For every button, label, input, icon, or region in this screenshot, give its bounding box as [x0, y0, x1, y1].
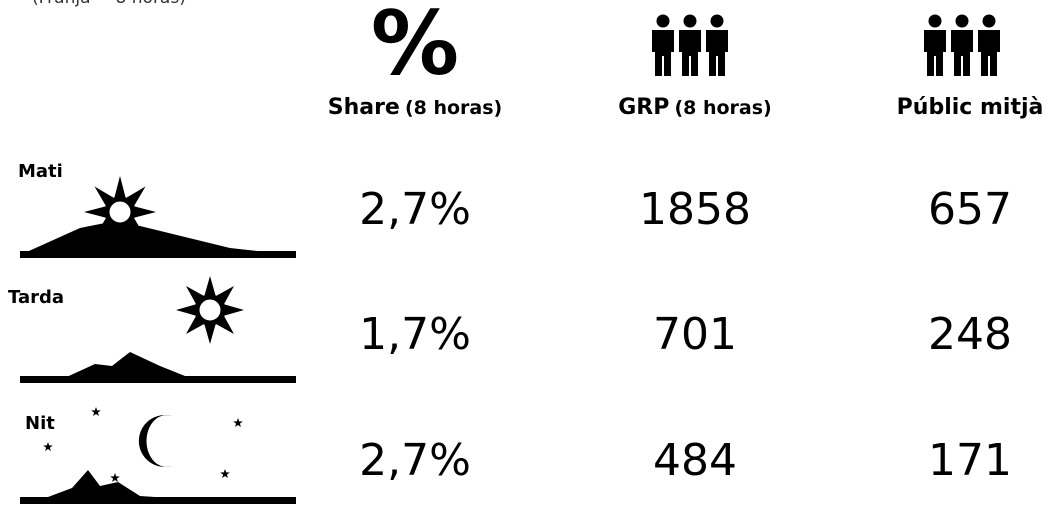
star — [43, 442, 53, 451]
star — [233, 418, 243, 427]
column-title: GRP — [618, 95, 669, 120]
moon — [139, 415, 172, 467]
cell: 171 — [928, 435, 1012, 486]
infographic: (Franja = 8 horas) % Share (8 horas) GRP… — [0, 0, 1057, 505]
cell: 248 — [928, 309, 1012, 360]
column-title: Públic mitjà — [897, 95, 1044, 120]
ground — [20, 251, 296, 258]
people-icon — [924, 15, 1000, 77]
star — [91, 407, 101, 416]
cell: 2,7% — [359, 435, 471, 486]
body — [924, 30, 946, 76]
page: {"header": {"note": "(Franja = 8 horas)"… — [0, 0, 1057, 505]
cell: 484 — [653, 435, 737, 486]
head — [929, 15, 942, 28]
column-note: (8 horas) — [405, 97, 502, 119]
cell: 2,7% — [359, 184, 471, 235]
people-icon — [652, 15, 728, 77]
mountains — [60, 352, 190, 380]
head — [711, 15, 724, 28]
head — [657, 15, 670, 28]
mountains — [40, 470, 200, 500]
body — [679, 30, 701, 76]
ground — [20, 376, 296, 383]
cell: 1858 — [639, 184, 751, 235]
sun-ring — [107, 199, 133, 225]
column-note: (8 horas) — [674, 97, 771, 119]
star — [220, 469, 230, 478]
head — [684, 15, 697, 28]
column-title: Share — [328, 95, 400, 120]
column-header: GRP (8 horas) — [618, 95, 772, 120]
row-label: Tarda — [8, 287, 64, 308]
body — [652, 30, 674, 76]
ground — [20, 497, 296, 504]
body — [978, 30, 1000, 76]
sun-ring — [197, 297, 223, 323]
mountains — [20, 222, 295, 255]
row-label: Mati — [18, 161, 63, 182]
cell: 1,7% — [359, 309, 471, 360]
body — [706, 30, 728, 76]
star — [110, 473, 120, 482]
cell: 657 — [928, 184, 1012, 235]
head — [956, 15, 969, 28]
sun-icon — [176, 276, 244, 344]
cell: 701 — [653, 309, 737, 360]
percent-icon: % — [371, 0, 459, 95]
column-header: Share (8 horas) — [328, 95, 503, 120]
header-note: (Franja = 8 horas) — [32, 0, 186, 8]
row-label: Nit — [25, 413, 55, 434]
body — [951, 30, 973, 76]
head — [983, 15, 996, 28]
